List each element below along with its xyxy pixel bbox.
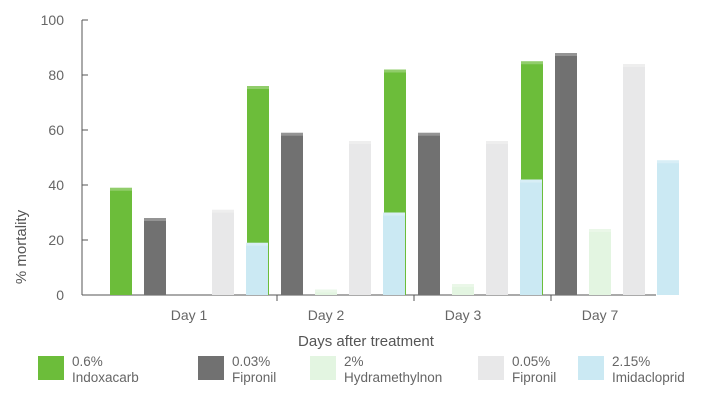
bar <box>246 242 268 295</box>
bar-chart: 0 20 40 60 80 100 Day 1 Day 2 Day 3 Day 7 % morta… <box>13 12 679 350</box>
x-tick-label: Day 2 <box>308 307 345 323</box>
bar <box>486 141 508 295</box>
legend-label: 2% Hydramethylnon <box>344 354 443 385</box>
bar <box>281 132 303 295</box>
legend-label: 0.05% Fipronil <box>512 354 557 385</box>
bar-highlight <box>144 218 166 221</box>
bar-highlight <box>247 86 269 89</box>
bar <box>144 218 166 295</box>
bar <box>315 289 337 295</box>
legend-swatch <box>198 356 224 380</box>
y-tick-label: 40 <box>48 177 64 193</box>
y-tick-label: 80 <box>48 67 64 83</box>
bar <box>657 160 679 295</box>
legend-swatch <box>38 356 64 380</box>
legend-swatch <box>578 356 604 380</box>
bar-highlight <box>349 141 371 144</box>
tick-labels: 0 20 40 60 80 100 Day 1 Day 2 Day 3 Day 7 <box>41 12 619 323</box>
bar-highlight <box>246 242 268 246</box>
bar <box>589 229 611 295</box>
legend: 0.6% Indoxacarb 0.03% Fipronil 2% Hydram… <box>38 354 708 398</box>
bar-highlight <box>657 160 679 164</box>
y-tick-label: 100 <box>41 12 65 28</box>
bar-highlight <box>384 69 406 73</box>
bar <box>418 132 440 295</box>
legend-label: 2.15% Imidacloprid <box>612 354 685 385</box>
y-tick-label: 0 <box>56 287 64 303</box>
bar-highlight <box>418 132 440 136</box>
bar <box>349 141 371 295</box>
bar-highlight <box>110 187 132 191</box>
bar-highlight <box>623 64 645 67</box>
x-tick-label: Day 1 <box>171 307 208 323</box>
y-tick-label: 20 <box>48 232 64 248</box>
bar-highlight <box>486 141 508 144</box>
legend-swatch <box>478 356 504 380</box>
bar <box>452 284 474 295</box>
legend-label: 0.6% Indoxacarb <box>72 354 139 385</box>
bar <box>623 64 645 295</box>
y-tick-label: 60 <box>48 122 64 138</box>
legend-swatch <box>310 356 336 380</box>
bar-highlight <box>555 53 577 56</box>
x-axis-title: Days after treatment <box>298 333 435 350</box>
bar-highlight <box>520 179 542 183</box>
bar-highlight <box>315 289 337 293</box>
bar <box>520 179 542 295</box>
bar-highlight <box>452 284 474 287</box>
bar-highlight <box>383 212 405 216</box>
x-tick-label: Day 3 <box>445 307 482 323</box>
x-tick-label: Day 7 <box>582 307 619 323</box>
bar <box>212 209 234 295</box>
bar-highlight <box>589 229 611 232</box>
bar-highlight <box>212 209 234 213</box>
y-axis-title: % mortality <box>13 209 30 284</box>
bars <box>110 53 679 295</box>
legend-label: 0.03% Fipronil <box>232 354 277 385</box>
bar-highlight <box>521 61 543 65</box>
bar <box>555 53 577 295</box>
bar-highlight <box>281 132 303 136</box>
bar <box>383 212 405 295</box>
bar <box>110 187 132 295</box>
